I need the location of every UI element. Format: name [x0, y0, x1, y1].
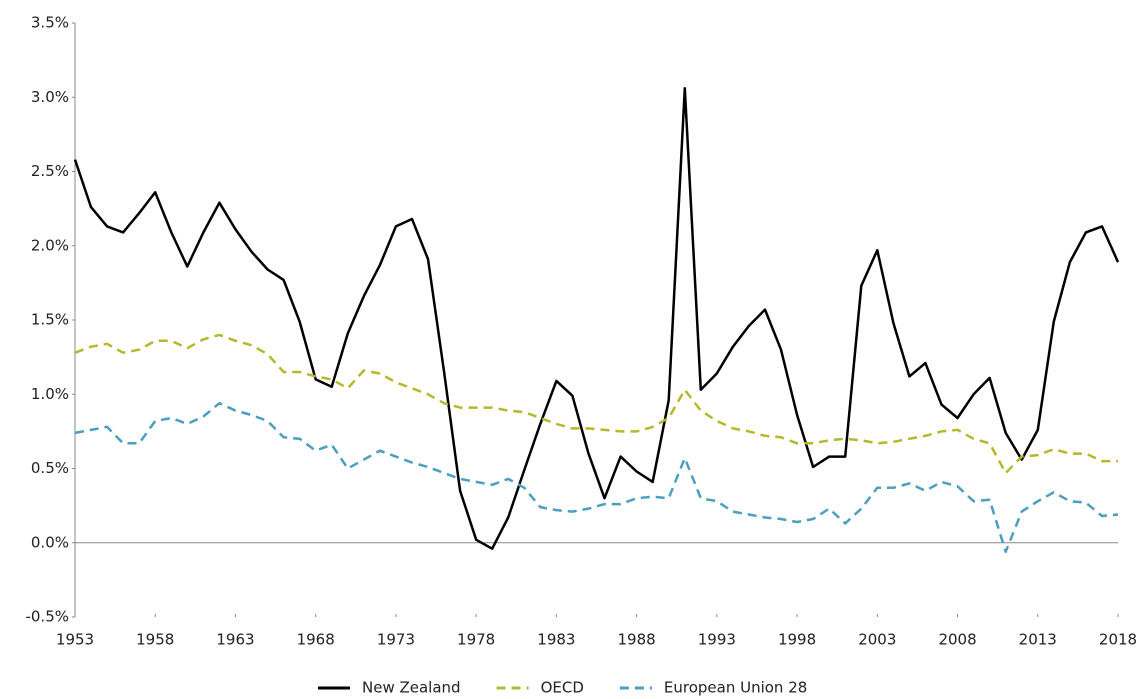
- series-line: [73, 87, 1120, 550]
- y-tick-label: 0.0%: [31, 533, 69, 551]
- x-tick-label: 1963: [216, 631, 254, 649]
- y-tick-label: 1.5%: [31, 311, 69, 329]
- x-tick-label: 2008: [938, 631, 976, 649]
- x-tick-label: 2018: [1099, 631, 1137, 649]
- legend-label: New Zealand: [362, 679, 461, 697]
- x-tick-label: 1983: [537, 631, 575, 649]
- x-tick-label: 1988: [618, 631, 656, 649]
- y-tick-label: -0.5%: [25, 608, 69, 626]
- x-tick-label: 1993: [698, 631, 736, 649]
- x-tick-label: 1978: [457, 631, 495, 649]
- x-tick-label: 1998: [778, 631, 816, 649]
- y-tick-label: 1.0%: [31, 385, 69, 403]
- y-tick-label: 2.0%: [31, 236, 69, 254]
- x-tick-label: 1973: [377, 631, 415, 649]
- y-tick-label: 2.5%: [31, 162, 69, 180]
- x-tick-label: 1968: [297, 631, 335, 649]
- series-line: [74, 401, 1119, 553]
- x-tick-label: 1953: [56, 631, 94, 649]
- y-tick-label: 3.5%: [31, 14, 69, 32]
- x-tick-label: 1958: [136, 631, 174, 649]
- legend-label: OECD: [541, 679, 584, 697]
- legend-label: European Union 28: [664, 679, 807, 697]
- x-tick-label: 2013: [1019, 631, 1057, 649]
- x-tick-label: 2003: [858, 631, 896, 649]
- y-tick-label: 3.0%: [31, 88, 69, 106]
- y-tick-label: 0.5%: [31, 459, 69, 477]
- series-line: [74, 333, 1118, 475]
